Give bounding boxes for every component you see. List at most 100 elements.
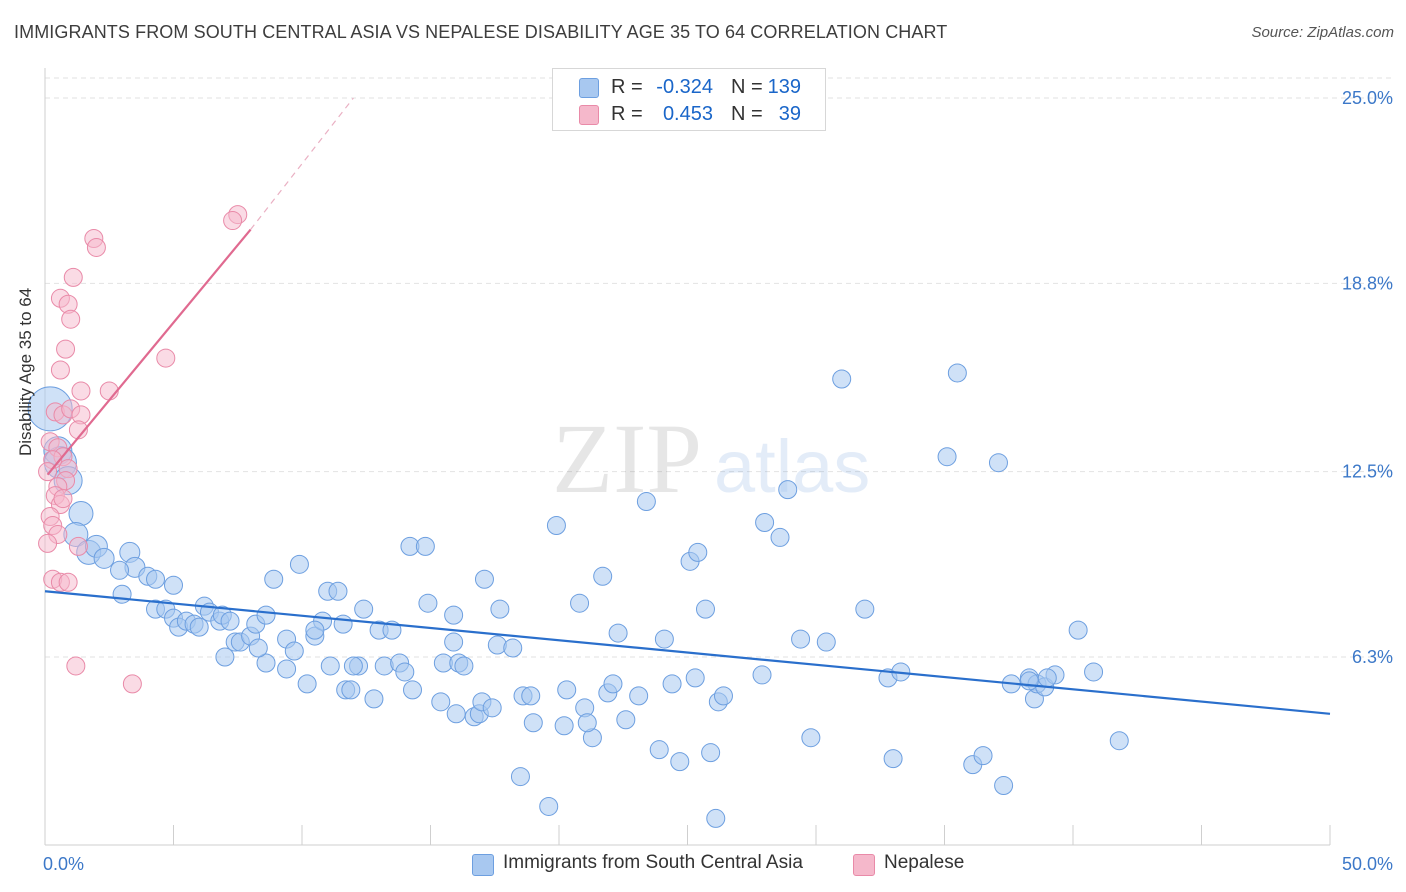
data-point-blue (305, 620, 325, 640)
data-point-blue (343, 656, 363, 676)
y-axis-label: Disability Age 35 to 64 (16, 287, 35, 456)
data-point-blue (791, 629, 811, 649)
legend: R = -0.324 N = 139 R = 0.453 N = 39 (552, 68, 826, 131)
grid-lines (45, 77, 1392, 658)
data-point-blue (539, 796, 559, 816)
data-point-blue (284, 641, 304, 661)
data-point-blue (364, 689, 384, 709)
data-point-pink (122, 674, 142, 694)
data-point-blue (616, 710, 636, 730)
data-point-blue (521, 686, 541, 706)
y-tick-label: 25.0% (1342, 88, 1393, 108)
data-point-blue (557, 680, 577, 700)
legend-r-value: 0.453 (662, 103, 713, 125)
data-point-blue (706, 808, 726, 828)
data-point-blue (570, 593, 590, 613)
data-point-blue (510, 767, 530, 787)
data-point-blue (444, 632, 464, 652)
legend-n-label: N = (731, 103, 763, 125)
data-point-blue (189, 617, 209, 637)
data-point-blue (490, 599, 510, 619)
data-point-blue (701, 743, 721, 763)
data-point-blue (1019, 671, 1039, 691)
data-point-blue (277, 659, 297, 679)
data-point-blue (629, 686, 649, 706)
data-point-blue (1109, 731, 1129, 751)
data-point-blue (289, 554, 309, 574)
watermark-zip: ZIP (552, 403, 702, 514)
data-point-pink (61, 309, 81, 329)
source-label: Source: ZipAtlas.com (1251, 24, 1394, 41)
data-point-blue (264, 569, 284, 589)
data-point-blue (374, 656, 394, 676)
data-point-blue (593, 566, 613, 586)
data-point-blue (418, 593, 438, 613)
data-point-pink (68, 536, 88, 556)
data-point-blue (770, 527, 790, 547)
data-point-pink (223, 211, 243, 231)
data-point-blue (474, 569, 494, 589)
trend-line-blue (44, 590, 1331, 715)
data-point-blue (328, 581, 348, 601)
trend-line-pink (46, 228, 252, 476)
bottom-legend-label-pink: Nepalese (884, 852, 965, 873)
data-point-blue (778, 480, 798, 500)
data-point-pink (58, 572, 78, 592)
bottom-legend-label-blue: Immigrants from South Central Asia (503, 852, 803, 873)
data-point-pink (38, 462, 58, 482)
trend-line-pink-extension (250, 97, 354, 230)
data-point-blue (883, 749, 903, 769)
data-point-blue (1037, 668, 1057, 688)
data-point-blue (256, 605, 276, 625)
data-point-blue (662, 674, 682, 694)
data-point-blue (482, 698, 502, 718)
legend-row-blue: R = -0.324 N = 139 (553, 74, 823, 100)
data-point-blue (248, 638, 268, 658)
data-point-blue (112, 584, 132, 604)
data-point-blue (608, 623, 628, 643)
data-point-blue (577, 713, 597, 733)
data-point-pink (56, 339, 76, 359)
data-point-blue (110, 560, 130, 580)
legend-swatch-pink (579, 105, 599, 125)
data-point-blue (937, 447, 957, 467)
trend-lines (44, 97, 1331, 715)
data-point-blue (523, 713, 543, 733)
data-point-pink (156, 348, 176, 368)
data-point-blue (431, 692, 451, 712)
data-point-blue (297, 674, 317, 694)
data-point-blue (855, 599, 875, 619)
data-point-blue (801, 728, 821, 748)
data-point-pink (86, 237, 106, 257)
y-tick-label: 12.5% (1342, 462, 1393, 482)
data-point-blue (973, 746, 993, 766)
data-point-blue (994, 776, 1014, 796)
data-point-blue (988, 453, 1008, 473)
data-point-blue (752, 665, 772, 685)
data-point-blue (164, 575, 183, 595)
bottom-legend-swatch-pink (853, 854, 875, 876)
legend-r-label: R = (611, 76, 643, 98)
data-point-pink (53, 489, 73, 509)
data-point-blue (1084, 662, 1104, 682)
legend-r-label: R = (611, 103, 643, 125)
y-tick-label: 6.3% (1352, 647, 1393, 667)
data-point-blue (341, 680, 361, 700)
data-point-blue (395, 662, 415, 682)
data-point-blue (93, 547, 115, 569)
data-point-blue (1068, 620, 1088, 640)
data-point-pink (38, 533, 58, 553)
legend-n-value: 139 (767, 76, 801, 98)
legend-swatch-blue (579, 78, 599, 98)
data-point-blue (947, 363, 967, 383)
data-point-blue (554, 716, 574, 736)
legend-r-value: -0.324 (656, 76, 713, 98)
data-point-blue (256, 653, 276, 673)
data-point-pink (63, 267, 83, 287)
data-point-blue (546, 515, 566, 535)
data-point-blue (403, 680, 423, 700)
chart-title: IMMIGRANTS FROM SOUTH CENTRAL ASIA VS NE… (14, 22, 948, 42)
series-pink-points (38, 205, 248, 694)
data-point-blue (444, 605, 464, 625)
